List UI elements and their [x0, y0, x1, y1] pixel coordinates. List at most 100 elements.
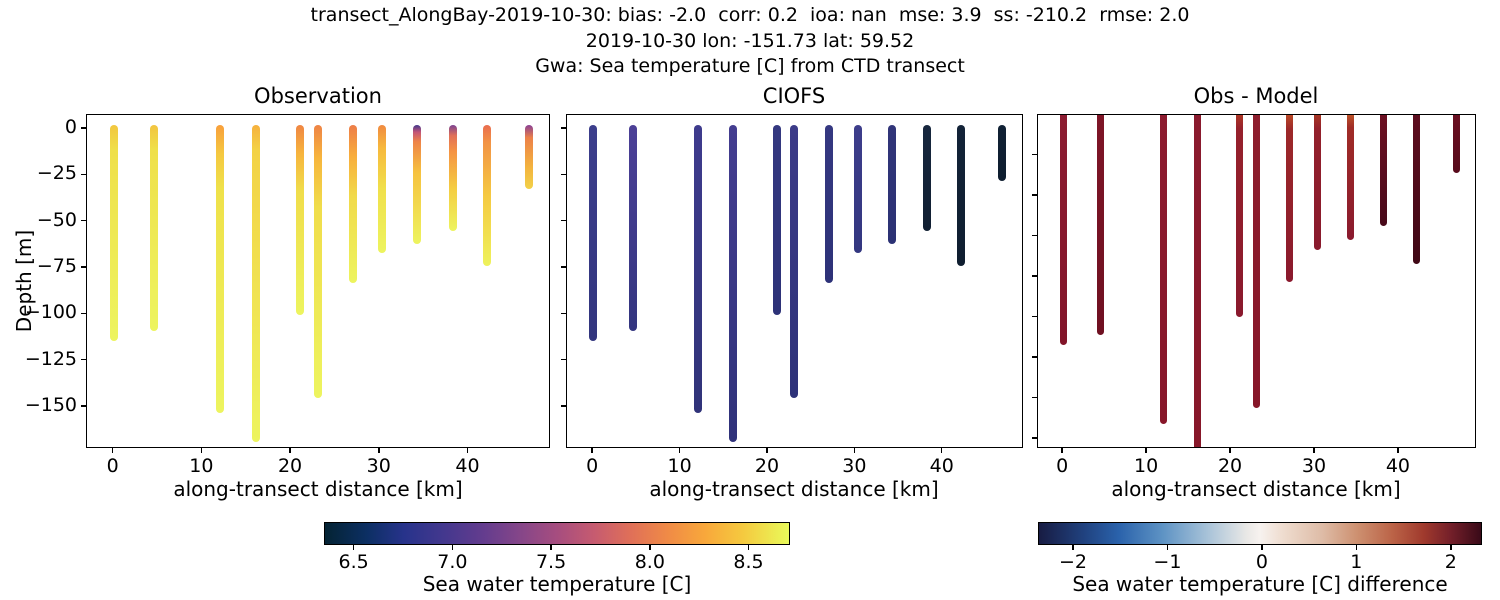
panel-title-obs-model: Obs - Model — [1193, 84, 1319, 108]
colorbar-tick-label: 0 — [1255, 551, 1268, 573]
y-tick-label: 0 — [64, 116, 77, 139]
x-tick-mark — [200, 448, 203, 453]
colorbar-tick-mark — [451, 545, 454, 550]
cast-marker — [1097, 115, 1105, 336]
x-axis-label-obs-model: along-transect distance [km] — [1111, 477, 1401, 501]
colorbar-tick-label: −2 — [1058, 551, 1087, 573]
x-tick-label: 10 — [189, 455, 214, 477]
x-tick-label: 30 — [842, 455, 867, 477]
x-tick-mark — [1061, 448, 1063, 453]
cast-marker — [1235, 115, 1243, 317]
y-tick-mark — [561, 358, 566, 361]
y-tick-mark — [81, 173, 86, 176]
cast-marker — [378, 125, 387, 254]
y-tick-label: −125 — [24, 347, 77, 370]
y-tick-mark — [81, 219, 86, 222]
x-tick-label: 0 — [586, 455, 599, 477]
cast-marker — [149, 125, 158, 332]
colorbar-tick-mark — [747, 545, 750, 550]
axes-panel-2 — [1037, 114, 1476, 448]
panel-title-ciofs: CIOFS — [762, 84, 826, 108]
x-tick-mark — [289, 448, 291, 453]
y-tick-mark — [1032, 275, 1037, 277]
cast-marker — [1059, 115, 1067, 346]
x-tick-mark — [378, 448, 380, 453]
x-axis-label-observation: along-transect distance [km] — [173, 477, 463, 501]
panel-title-observation: Observation — [254, 84, 382, 108]
colorbar-tick-label: 1 — [1350, 551, 1363, 573]
y-tick-mark — [1032, 153, 1037, 156]
figure-title-line-3: Gwa: Sea temperature [C] from CTD transe… — [535, 55, 965, 77]
cast-marker — [313, 125, 322, 398]
cast-marker — [694, 125, 703, 413]
y-tick-mark — [1032, 234, 1037, 237]
colorbar-tick-label: 8.0 — [634, 551, 665, 573]
x-tick-label: 20 — [754, 455, 780, 477]
colorbar-tick-mark — [550, 545, 552, 550]
axes-panel-0 — [86, 114, 550, 448]
colorbar-tick-label: 7.5 — [535, 551, 567, 573]
colorbar-tick-mark — [1166, 545, 1169, 550]
cast-marker — [1380, 115, 1388, 226]
cast-marker — [957, 125, 966, 267]
colorbar-tick-label: 8.5 — [733, 551, 764, 573]
cast-marker — [998, 125, 1007, 182]
colorbar-tick-mark — [649, 545, 651, 550]
cast-marker — [853, 125, 862, 254]
cast-marker — [448, 125, 457, 232]
x-tick-label: 10 — [667, 455, 692, 477]
cast-marker — [295, 125, 304, 315]
y-tick-mark — [1032, 315, 1037, 318]
cast-marker — [1452, 115, 1460, 174]
cast-marker — [923, 125, 931, 232]
y-tick-mark — [561, 173, 566, 176]
x-tick-mark — [466, 448, 469, 453]
colorbar-tick-mark — [1450, 545, 1452, 550]
cast-marker — [216, 125, 225, 413]
x-tick-label: 0 — [106, 455, 119, 477]
x-tick-mark — [1397, 448, 1399, 453]
cast-marker — [1252, 115, 1260, 408]
cast-marker — [1160, 115, 1168, 425]
colorbar-tick-label: −1 — [1153, 551, 1182, 573]
y-tick-mark — [561, 127, 566, 129]
cast-marker — [790, 125, 799, 398]
x-tick-mark — [678, 448, 681, 453]
colorbar-tick-mark — [1355, 545, 1358, 550]
axes-panel-1 — [566, 114, 1023, 448]
colorbar-difference — [1038, 522, 1482, 545]
y-tick-mark — [81, 358, 86, 361]
x-tick-mark — [940, 448, 943, 453]
y-tick-mark — [1032, 194, 1037, 196]
y-tick-mark — [81, 405, 86, 407]
colorbar-label-temperature: Sea water temperature [C] — [422, 572, 692, 596]
y-tick-label: −50 — [36, 208, 77, 231]
cast-marker — [349, 125, 358, 284]
cast-marker — [772, 125, 781, 315]
cast-marker — [1413, 115, 1421, 265]
colorbar-tick-label: 7.0 — [437, 551, 468, 573]
x-tick-label: 10 — [1134, 455, 1159, 477]
y-tick-mark — [561, 312, 566, 315]
cast-marker — [1193, 115, 1201, 447]
cast-marker — [413, 125, 422, 245]
cast-marker — [251, 125, 260, 443]
y-tick-mark — [561, 266, 566, 268]
x-tick-label: 30 — [366, 455, 391, 477]
x-tick-label: 30 — [1301, 455, 1327, 477]
x-tick-mark — [1229, 448, 1231, 453]
x-tick-mark — [853, 448, 856, 453]
cast-marker — [524, 125, 533, 189]
x-tick-label: 0 — [1056, 455, 1069, 477]
cast-marker — [589, 125, 598, 341]
cast-marker — [1346, 115, 1354, 240]
cast-marker — [825, 125, 834, 284]
y-tick-mark — [1032, 356, 1037, 358]
x-tick-label: 40 — [1385, 455, 1411, 477]
cast-marker — [888, 125, 897, 245]
y-tick-label: −100 — [24, 301, 77, 324]
y-tick-label: −25 — [36, 162, 77, 185]
cast-marker — [1286, 115, 1294, 283]
colorbar-tick-label: 2 — [1444, 551, 1457, 573]
